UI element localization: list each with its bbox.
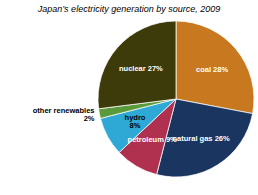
slice-label: hydro8% (125, 113, 146, 130)
slice-label: nuclear 27% (119, 64, 163, 73)
slice (98, 21, 176, 109)
title: Japan’s electricity generation by source… (37, 4, 220, 14)
slice-label-line: natural gas 26% (173, 134, 230, 143)
labels: coal 28% natural gas 26%petroleum 9% hydro… (33, 64, 230, 144)
slice (176, 21, 254, 114)
slice-label-line: coal 28% (196, 65, 228, 74)
slice-label-line: 2% (84, 114, 95, 123)
slice-label: petroleum 9% (128, 135, 178, 144)
slice-label-line: petroleum 9% (128, 135, 178, 144)
chart: Japan’s electricity generation by source… (0, 0, 258, 195)
slice-label: coal 28% (196, 65, 228, 74)
slice-label: other renewables2% (33, 106, 95, 124)
slice-label-line: nuclear 27% (119, 64, 163, 73)
slice-label: natural gas 26% (173, 134, 230, 143)
pie (98, 21, 254, 177)
slice-label-line: 8% (130, 121, 141, 130)
